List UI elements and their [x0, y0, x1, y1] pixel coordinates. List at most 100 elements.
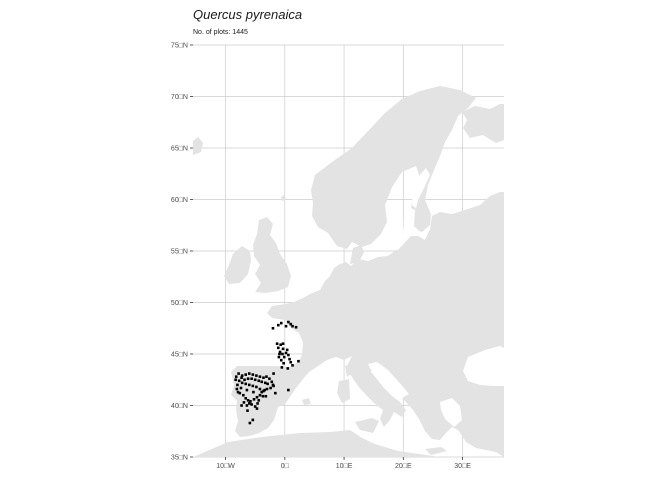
plot-point: [269, 386, 272, 390]
plot-point: [235, 387, 239, 391]
plot-point: [257, 399, 261, 402]
plot-point: [282, 361, 285, 365]
x-tick-label: 0□: [281, 463, 290, 470]
plot-point: [284, 324, 288, 328]
shetland-landmass: [281, 195, 285, 201]
plot-point: [240, 376, 243, 379]
landmass-layer: [193, 86, 504, 457]
plot-point: [253, 378, 257, 382]
plot-point: [240, 381, 244, 385]
plot-point: [260, 380, 264, 384]
black-sea-water: [463, 346, 504, 386]
plot-point: [237, 379, 241, 383]
plot-point: [270, 380, 274, 384]
plot-point: [271, 383, 275, 387]
plot-point: [240, 374, 244, 377]
plot-point: [281, 347, 285, 351]
plot-point: [281, 352, 284, 356]
plot-point: [251, 418, 255, 422]
plot-point: [246, 399, 250, 402]
plot-point: [250, 403, 253, 406]
plot-point: [244, 373, 248, 376]
plot-point: [242, 393, 245, 397]
plot-point: [245, 388, 249, 392]
scandinavia-landmass: [311, 86, 476, 249]
plot-point: [243, 378, 246, 382]
plot-point: [260, 390, 264, 394]
plot-point: [297, 359, 300, 363]
plot-point: [255, 385, 258, 389]
plot-point: [286, 367, 290, 370]
plot-point: [287, 320, 290, 324]
sardinia-landmass: [337, 379, 350, 403]
plot-point: [291, 364, 294, 367]
mallorca-landmass: [302, 398, 311, 405]
plot-point: [252, 398, 256, 401]
plot-point: [240, 404, 243, 407]
plot-point: [287, 388, 290, 392]
plot-point: [245, 404, 249, 407]
italy-peninsula-landmass: [346, 356, 406, 427]
north-africa-landmass: [193, 430, 440, 457]
plot-point: [284, 351, 288, 355]
map-title: Quercus pyrenaica: [193, 7, 303, 22]
plot-point: [278, 352, 281, 356]
plot-point: [277, 323, 280, 327]
plot-point: [255, 407, 259, 410]
plot-point: [247, 372, 251, 375]
x-tick-label: 10□E: [336, 463, 353, 470]
plot-point: [288, 357, 291, 361]
y-axis: 35□N 40□N 45□N 50□N 55□N 60□N 65□N 70□N 75□N: [171, 43, 193, 462]
plot-point: [279, 358, 283, 362]
map-subtitle: No. of plots: 1445: [193, 29, 248, 36]
y-tick-label: 50□N: [171, 300, 188, 307]
plot-point: [279, 343, 282, 347]
plot-point: [238, 391, 242, 395]
plot-point: [257, 379, 261, 383]
plot-point: [272, 372, 275, 375]
plot-point: [294, 325, 298, 329]
y-tick-label: 75□N: [171, 43, 188, 50]
plot-point: [274, 391, 277, 395]
plot-point: [291, 324, 294, 328]
plot-point: [258, 387, 262, 391]
plot-point: [236, 383, 239, 387]
plot-point: [255, 374, 258, 377]
plot-point: [268, 377, 271, 381]
plot-point: [251, 373, 255, 376]
plot-point: [244, 396, 248, 400]
adriatic-sea-water: [368, 362, 409, 398]
plot-point: [279, 321, 283, 325]
ireland-landmass: [224, 246, 251, 284]
plot-point: [255, 395, 259, 399]
plot-points-layer: [234, 320, 300, 425]
plot-point: [247, 402, 251, 405]
plot-point: [275, 342, 279, 345]
y-tick-label: 65□N: [171, 146, 188, 153]
plot-point: [262, 376, 265, 379]
plot-point: [253, 405, 257, 408]
plot-point: [289, 322, 293, 326]
plot-point: [264, 394, 268, 398]
plot-point: [249, 400, 252, 403]
plot-point: [277, 355, 281, 359]
aegean-sea-water: [440, 398, 462, 427]
plot-point: [265, 387, 269, 391]
baltic-sea-water: [392, 207, 420, 250]
plot-point: [242, 401, 246, 404]
y-tick-label: 35□N: [171, 455, 188, 462]
sicily-landmass: [355, 418, 379, 433]
plot-point: [236, 390, 240, 394]
plot-point: [234, 375, 238, 378]
plot-point: [246, 377, 250, 381]
plot-point: [251, 384, 255, 388]
plot-point: [278, 350, 282, 354]
y-tick-label: 45□N: [171, 352, 188, 359]
plot-point: [261, 394, 265, 398]
plot-point: [271, 326, 275, 330]
plot-point: [263, 388, 266, 392]
plot-point: [287, 353, 290, 357]
plot-point: [246, 409, 249, 412]
europe-mainland-landmass: [231, 192, 504, 457]
